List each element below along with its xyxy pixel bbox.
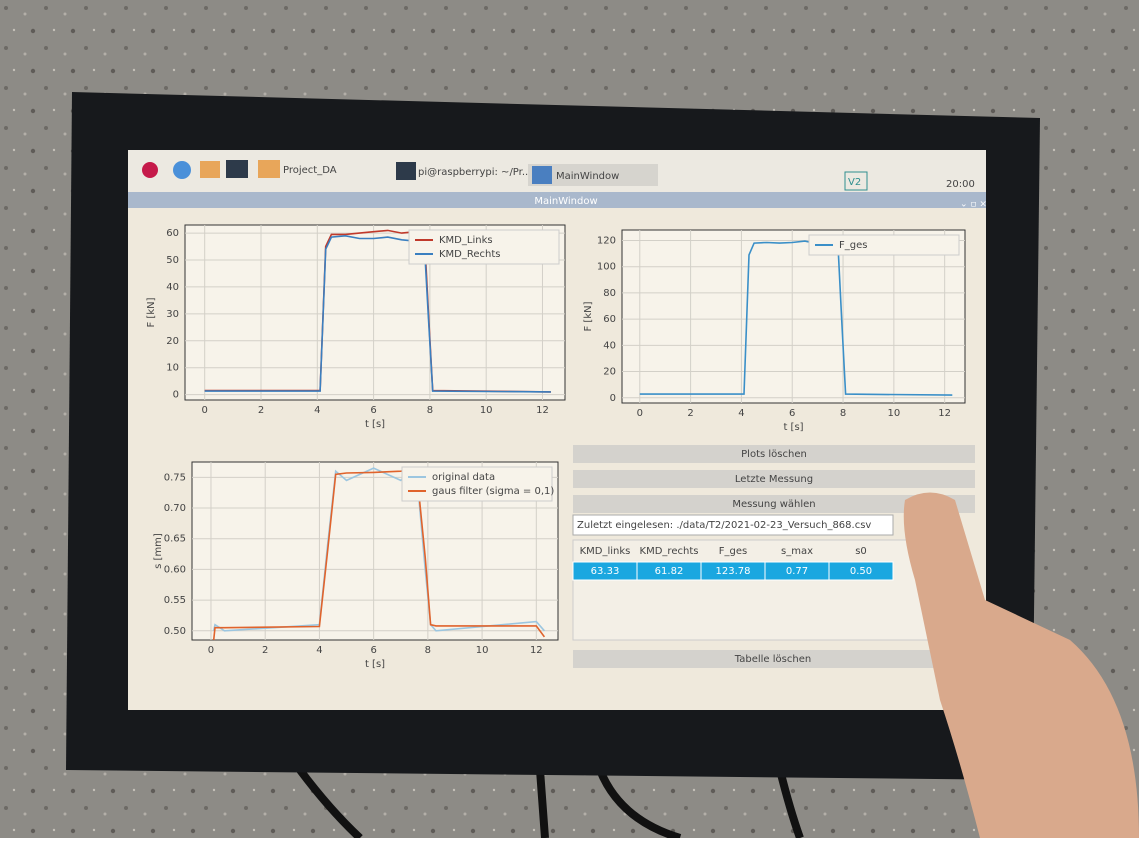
x-tick-label: 4: [314, 405, 320, 416]
x-axis-label: t [s]: [365, 659, 385, 670]
x-axis-label: t [s]: [783, 422, 803, 433]
plot-area: [622, 230, 965, 403]
column-header: s0: [855, 546, 867, 557]
x-tick-label: 6: [370, 645, 376, 656]
legend-label: original data: [432, 472, 495, 483]
folder-icon: [200, 161, 220, 178]
clock: 20:00: [946, 179, 975, 190]
button-label[interactable]: Messung wählen: [732, 499, 815, 510]
y-tick-label: 10: [166, 363, 179, 374]
y-axis-label: F [kN]: [146, 297, 157, 327]
y-axis-label: F [kN]: [583, 301, 594, 331]
y-tick-label: 60: [166, 228, 179, 239]
photo: Project_DA pi@raspberrypi: ~/Pr... MainW…: [0, 0, 1139, 838]
button-label[interactable]: Letzte Messung: [735, 474, 813, 485]
button-label[interactable]: Plots löschen: [741, 449, 807, 460]
legend-label: F_ges: [839, 240, 867, 251]
x-tick-label: 10: [476, 645, 489, 656]
x-tick-label: 8: [425, 645, 431, 656]
y-tick-label: 30: [166, 309, 179, 320]
taskbar-item[interactable]: MainWindow: [556, 171, 619, 182]
legend-label: gaus filter (sigma = 0,1): [432, 486, 554, 497]
x-tick-label: 4: [316, 645, 322, 656]
y-tick-label: 0.55: [164, 595, 186, 606]
x-tick-label: 12: [530, 645, 543, 656]
table: [573, 540, 963, 640]
x-tick-label: 0: [202, 405, 208, 416]
x-tick-label: 10: [887, 408, 900, 419]
y-tick-label: 40: [166, 282, 179, 293]
column-header: F_ges: [719, 546, 747, 557]
x-tick-label: 2: [262, 645, 268, 656]
x-tick-label: 6: [370, 405, 376, 416]
cell-text: 0.77: [786, 566, 808, 577]
y-tick-label: 50: [166, 255, 179, 266]
cell-text: 0.50: [850, 566, 872, 577]
x-tick-label: 2: [258, 405, 264, 416]
x-tick-label: 4: [738, 408, 744, 419]
y-tick-label: 0.75: [164, 472, 186, 483]
terminal-icon: [226, 160, 248, 178]
taskbar-item[interactable]: pi@raspberrypi: ~/Pr...: [418, 167, 531, 178]
window-icon: [532, 166, 552, 184]
x-tick-label: 8: [840, 408, 846, 419]
x-tick-label: 6: [789, 408, 795, 419]
y-tick-label: 0: [173, 390, 179, 401]
y-tick-label: 60: [603, 314, 616, 325]
y-tick-label: 0.50: [164, 626, 186, 637]
x-tick-label: 10: [480, 405, 493, 416]
y-tick-label: 0: [610, 393, 616, 404]
cell-text: 123.78: [716, 566, 751, 577]
column-header: s_max: [781, 546, 813, 557]
x-tick-label: 12: [536, 405, 549, 416]
y-tick-label: 80: [603, 288, 616, 299]
button-label[interactable]: Tabelle löschen: [734, 654, 811, 665]
page: Project_DA pi@raspberrypi: ~/Pr... MainW…: [0, 0, 1139, 838]
y-tick-label: 0.70: [164, 503, 186, 514]
column-header: KMD_rechts: [640, 546, 699, 557]
browser-icon: [173, 161, 191, 179]
legend-label: KMD_Links: [439, 235, 493, 246]
taskbar-item[interactable]: Project_DA: [283, 165, 337, 176]
window-title: MainWindow: [534, 196, 597, 207]
cell-text: 61.82: [655, 566, 684, 577]
y-tick-label: 120: [597, 235, 616, 246]
x-tick-label: 8: [427, 405, 433, 416]
x-tick-label: 0: [208, 645, 214, 656]
terminal-icon: [396, 162, 416, 180]
column-header: KMD_links: [580, 546, 631, 557]
cell-text: 63.33: [591, 566, 620, 577]
tray-label[interactable]: V2: [848, 177, 861, 188]
folder-icon: [258, 160, 280, 178]
status-text: Zuletzt eingelesen: ./data/T2/2021-02-23…: [577, 520, 871, 531]
x-tick-label: 2: [687, 408, 693, 419]
x-tick-label: 0: [637, 408, 643, 419]
y-tick-label: 20: [166, 336, 179, 347]
legend-label: KMD_Rechts: [439, 249, 501, 260]
y-tick-label: 100: [597, 262, 616, 273]
x-axis-label: t [s]: [365, 419, 385, 430]
window-controls[interactable]: ⌄ ▫ ×: [960, 200, 987, 210]
y-tick-label: 20: [603, 367, 616, 378]
raspberry-icon: [142, 162, 158, 178]
y-tick-label: 0.60: [164, 564, 186, 575]
y-axis-label: s [mm]: [153, 533, 164, 569]
y-tick-label: 0.65: [164, 534, 186, 545]
y-tick-label: 40: [603, 340, 616, 351]
x-tick-label: 12: [938, 408, 951, 419]
